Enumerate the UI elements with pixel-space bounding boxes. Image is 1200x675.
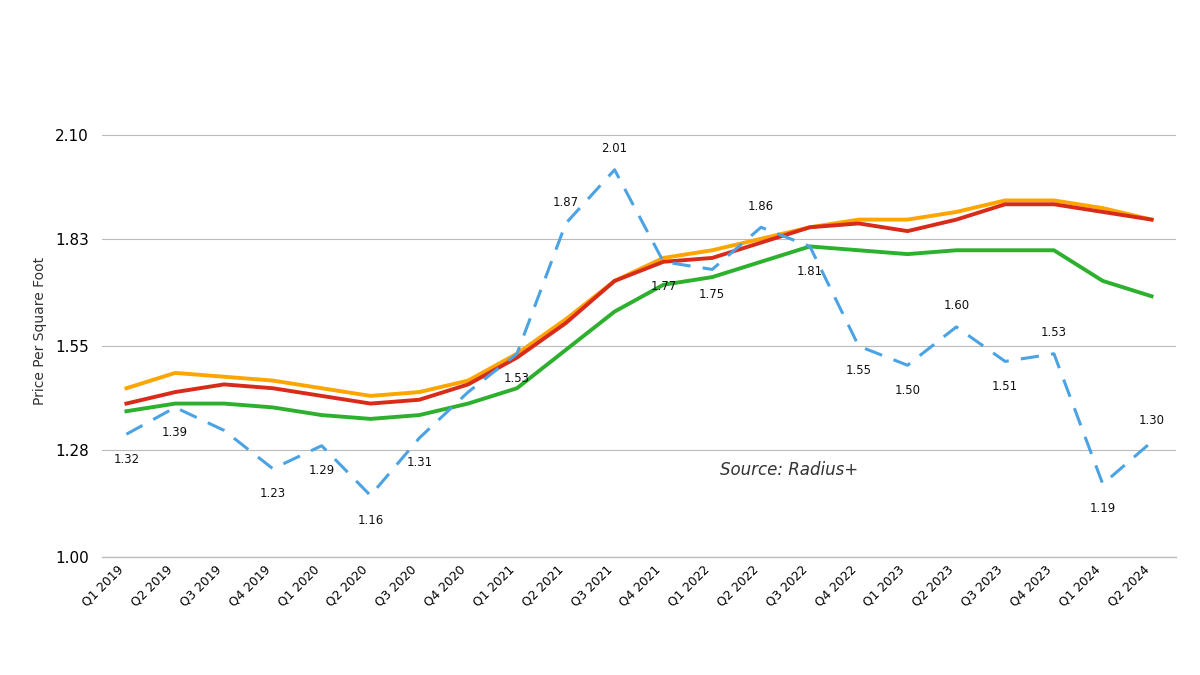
Text: 1.75: 1.75	[700, 288, 725, 301]
Text: Source: Radius+: Source: Radius+	[720, 462, 858, 479]
Text: 1.51: 1.51	[992, 380, 1018, 393]
Text: 1.39: 1.39	[162, 426, 188, 439]
Text: 1.87: 1.87	[553, 196, 578, 209]
Text: 1.23: 1.23	[260, 487, 286, 500]
Text: 1.77: 1.77	[650, 280, 677, 293]
Text: 1.30: 1.30	[1139, 414, 1164, 427]
Text: 1.31: 1.31	[407, 456, 432, 470]
Text: 1.16: 1.16	[358, 514, 384, 527]
Text: 1.53: 1.53	[1040, 326, 1067, 339]
Text: 1.53: 1.53	[504, 372, 530, 385]
Text: 1.55: 1.55	[846, 364, 871, 377]
Text: 2.01: 2.01	[601, 142, 628, 155]
Y-axis label: Price Per Square Foot: Price Per Square Foot	[32, 256, 47, 405]
Text: 1.86: 1.86	[748, 200, 774, 213]
Text: 1.32: 1.32	[113, 453, 139, 466]
Text: 1.50: 1.50	[894, 383, 920, 397]
Text: 1.60: 1.60	[943, 299, 970, 313]
Text: Asking Rates Vs. Achieved Rates: Asking Rates Vs. Achieved Rates	[22, 25, 690, 59]
Text: 1.19: 1.19	[1090, 502, 1116, 516]
Text: 1.81: 1.81	[797, 265, 823, 278]
Text: 1.29: 1.29	[308, 464, 335, 477]
